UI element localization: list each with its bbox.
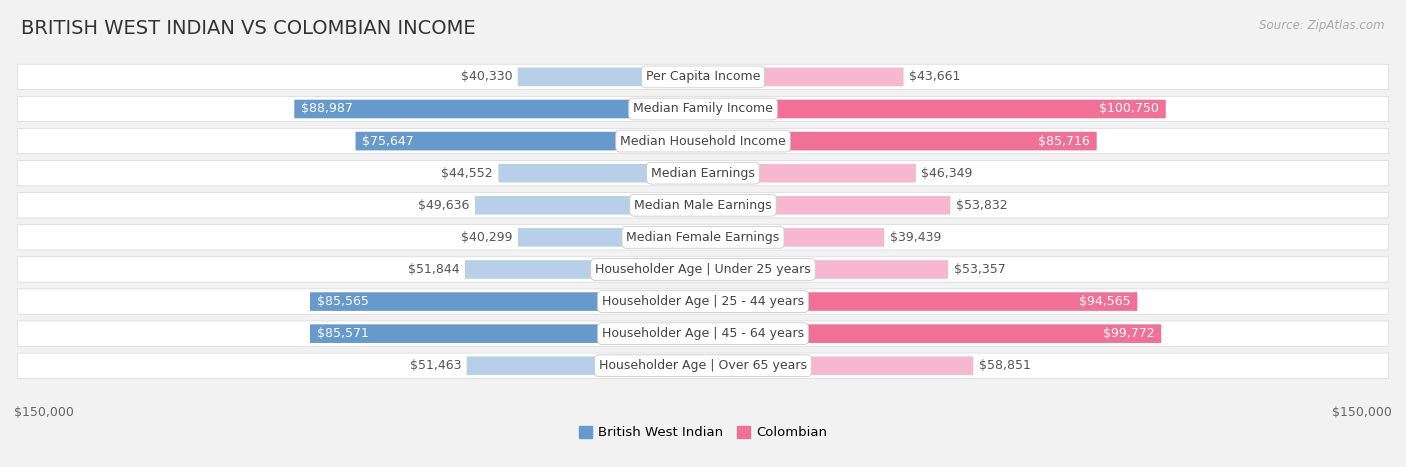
FancyBboxPatch shape (465, 260, 703, 279)
FancyBboxPatch shape (703, 228, 884, 247)
Text: $99,772: $99,772 (1102, 327, 1154, 340)
Text: $46,349: $46,349 (921, 167, 973, 180)
Text: Median Male Earnings: Median Male Earnings (634, 199, 772, 212)
Legend: British West Indian, Colombian: British West Indian, Colombian (574, 421, 832, 445)
Text: $85,565: $85,565 (316, 295, 368, 308)
Text: $40,299: $40,299 (461, 231, 512, 244)
FancyBboxPatch shape (17, 161, 1389, 186)
Text: $39,439: $39,439 (890, 231, 941, 244)
Text: BRITISH WEST INDIAN VS COLOMBIAN INCOME: BRITISH WEST INDIAN VS COLOMBIAN INCOME (21, 19, 475, 38)
FancyBboxPatch shape (17, 225, 1389, 250)
Text: $44,552: $44,552 (441, 167, 494, 180)
FancyBboxPatch shape (17, 353, 1389, 378)
FancyBboxPatch shape (17, 289, 1389, 314)
FancyBboxPatch shape (703, 68, 904, 86)
FancyBboxPatch shape (517, 68, 703, 86)
Text: $150,000: $150,000 (14, 406, 75, 419)
Text: $100,750: $100,750 (1099, 102, 1159, 115)
FancyBboxPatch shape (309, 292, 703, 311)
FancyBboxPatch shape (703, 356, 973, 375)
Text: $53,357: $53,357 (953, 263, 1005, 276)
Text: Median Household Income: Median Household Income (620, 134, 786, 148)
Text: Householder Age | 45 - 64 years: Householder Age | 45 - 64 years (602, 327, 804, 340)
FancyBboxPatch shape (294, 99, 703, 118)
FancyBboxPatch shape (703, 260, 948, 279)
FancyBboxPatch shape (517, 228, 703, 247)
Text: $94,565: $94,565 (1078, 295, 1130, 308)
Text: Per Capita Income: Per Capita Income (645, 71, 761, 84)
FancyBboxPatch shape (703, 196, 950, 214)
Text: $40,330: $40,330 (461, 71, 512, 84)
FancyBboxPatch shape (17, 321, 1389, 347)
Text: $51,463: $51,463 (409, 359, 461, 372)
FancyBboxPatch shape (17, 192, 1389, 218)
FancyBboxPatch shape (356, 132, 703, 150)
Text: Source: ZipAtlas.com: Source: ZipAtlas.com (1260, 19, 1385, 32)
FancyBboxPatch shape (467, 356, 703, 375)
Text: Median Female Earnings: Median Female Earnings (627, 231, 779, 244)
FancyBboxPatch shape (703, 99, 1166, 118)
Text: Median Earnings: Median Earnings (651, 167, 755, 180)
FancyBboxPatch shape (703, 325, 1161, 343)
Text: $85,571: $85,571 (316, 327, 368, 340)
Text: Householder Age | Under 25 years: Householder Age | Under 25 years (595, 263, 811, 276)
Text: $85,716: $85,716 (1038, 134, 1090, 148)
Text: Householder Age | 25 - 44 years: Householder Age | 25 - 44 years (602, 295, 804, 308)
FancyBboxPatch shape (17, 128, 1389, 154)
Text: $88,987: $88,987 (301, 102, 353, 115)
Text: $150,000: $150,000 (1331, 406, 1392, 419)
Text: $75,647: $75,647 (363, 134, 415, 148)
Text: $51,844: $51,844 (408, 263, 460, 276)
FancyBboxPatch shape (703, 292, 1137, 311)
FancyBboxPatch shape (703, 164, 915, 183)
FancyBboxPatch shape (309, 325, 703, 343)
Text: $43,661: $43,661 (910, 71, 960, 84)
FancyBboxPatch shape (17, 257, 1389, 282)
FancyBboxPatch shape (703, 132, 1097, 150)
Text: Median Family Income: Median Family Income (633, 102, 773, 115)
Text: $49,636: $49,636 (418, 199, 470, 212)
Text: $58,851: $58,851 (979, 359, 1031, 372)
Text: Householder Age | Over 65 years: Householder Age | Over 65 years (599, 359, 807, 372)
Text: $53,832: $53,832 (956, 199, 1007, 212)
FancyBboxPatch shape (498, 164, 703, 183)
FancyBboxPatch shape (475, 196, 703, 214)
FancyBboxPatch shape (17, 64, 1389, 90)
FancyBboxPatch shape (17, 96, 1389, 121)
